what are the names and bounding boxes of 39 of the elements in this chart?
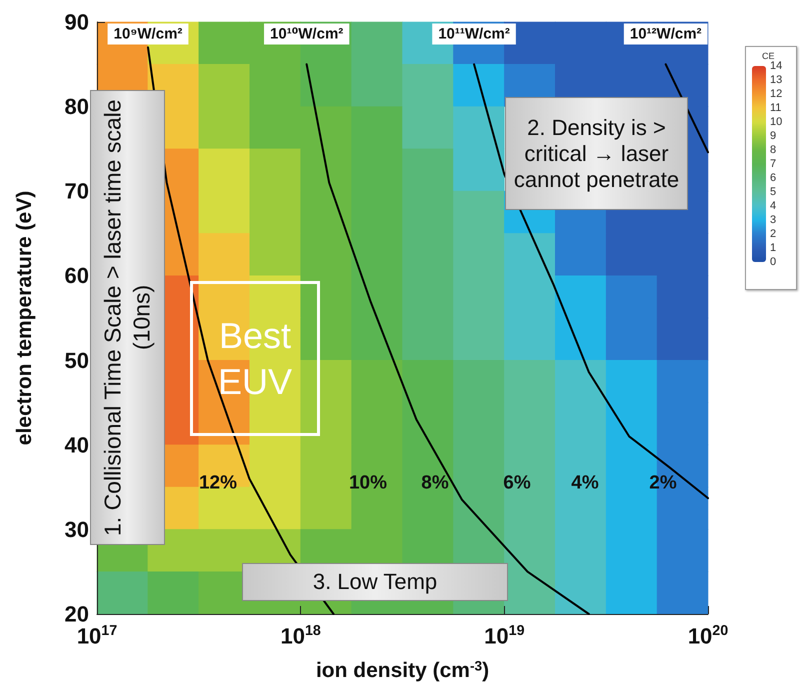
color-bar-label: 2	[770, 228, 776, 240]
color-bar-label: 5	[770, 186, 776, 198]
annotation: 12%	[198, 472, 238, 494]
y-tick-label: 60	[64, 263, 89, 288]
annotation: 4%	[571, 472, 599, 494]
outline-box: Best EUV	[190, 281, 320, 436]
color-bar-label: 6	[770, 172, 776, 184]
annotation: 10%	[348, 472, 388, 494]
y-tick-label: 70	[64, 178, 89, 204]
text: 10¹⁰W/cm²	[270, 26, 344, 42]
y-tick-label: 80	[64, 94, 89, 120]
y-tick-label: 40	[64, 432, 89, 458]
series-label: 10⁹W/cm²	[114, 26, 182, 42]
annotation: 2%	[649, 472, 677, 494]
y-tick-label: 90	[64, 10, 89, 34]
color-bar-label: 4	[770, 200, 776, 212]
color-bar-label: 8	[770, 144, 776, 156]
text-box: 1. Collisional Time Scale > laser time scale (10ns)	[90, 90, 165, 545]
color-bar-label: 12	[770, 88, 782, 100]
color-bar-label: 11	[770, 102, 782, 114]
y-axis-title: electron temperature (eV)	[13, 190, 36, 446]
color-bar-label: 9	[770, 130, 776, 142]
color-bar-label: 0	[770, 256, 776, 268]
annotation: 8%	[421, 472, 449, 494]
color-bar-label: 1	[770, 242, 776, 254]
color-bar-label: 14	[770, 60, 782, 72]
y-tick-label: 20	[64, 602, 89, 626]
color-bar-label: 10	[770, 116, 782, 128]
text-box: 3. Low Temp	[242, 563, 508, 601]
y-tick-label: 50	[64, 348, 89, 373]
color-bar-label: 7	[770, 158, 776, 170]
y-tick-label: 30	[64, 516, 89, 542]
annotation: 6%	[503, 472, 531, 494]
color-bar-title: CE	[762, 50, 775, 61]
text: 10¹¹W/cm²	[438, 26, 510, 42]
color-bar-label: 3	[770, 214, 776, 226]
text: 10¹²W/cm²	[630, 26, 702, 42]
color-bar-label: 13	[770, 74, 782, 86]
text-box: 2. Density is > critical → laser cannot penetrate	[505, 97, 688, 210]
